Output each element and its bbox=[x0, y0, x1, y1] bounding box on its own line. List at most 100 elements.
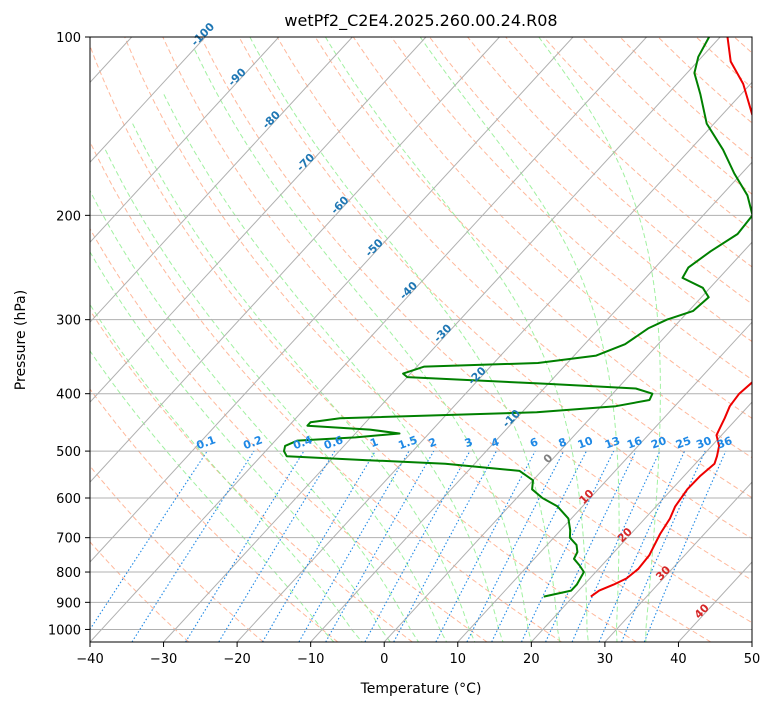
moist-adiabat-line bbox=[132, 123, 476, 642]
plot-frame bbox=[89, 36, 753, 643]
x-tick-label: −10 bbox=[297, 652, 324, 667]
isotherms bbox=[90, 37, 752, 642]
mixing-ratio-label: 0.1 bbox=[195, 433, 218, 452]
mixing-ratio-line bbox=[364, 450, 471, 642]
x-tick-label: 20 bbox=[523, 652, 540, 667]
x-tick-label: 0 bbox=[380, 652, 388, 667]
y-tick-label: 700 bbox=[56, 532, 81, 547]
dry-adiabat-line bbox=[90, 140, 562, 642]
x-axis-label: Temperature (°C) bbox=[360, 681, 482, 697]
x-tick-label: 30 bbox=[597, 652, 614, 667]
dry-adiabat-line bbox=[200, 37, 752, 581]
dry-adiabat-line bbox=[90, 541, 190, 642]
mixing-ratio-label: 25 bbox=[674, 434, 693, 451]
moist-adiabat-line bbox=[324, 37, 589, 642]
x-tick-label: −30 bbox=[150, 652, 177, 667]
y-tick-label: 1000 bbox=[48, 623, 81, 638]
dry-adiabat-line bbox=[90, 44, 637, 642]
mixing-ratio-label: 6 bbox=[528, 435, 540, 450]
mixing-ratio-line bbox=[571, 450, 661, 642]
mixing-ratio-label: 13 bbox=[603, 434, 622, 451]
moist-adiabat-line bbox=[538, 37, 661, 642]
x-tick-label: −20 bbox=[223, 652, 250, 667]
mixing-ratio-line bbox=[218, 450, 336, 642]
dry-adiabat-line bbox=[238, 37, 752, 540]
dry-adiabat-line bbox=[90, 309, 413, 642]
isotherm-line bbox=[90, 37, 206, 164]
dry-adiabat-line bbox=[90, 465, 264, 642]
y-tick-label: 400 bbox=[56, 388, 81, 403]
x-tick-label: 10 bbox=[450, 652, 467, 667]
moist-adiabat-line bbox=[249, 37, 561, 642]
mixing-ratio-label: 1 bbox=[368, 435, 380, 450]
x-tick-label: 40 bbox=[670, 652, 687, 667]
mixing-ratio-lines bbox=[90, 450, 727, 642]
dry-adiabat-line bbox=[162, 37, 752, 624]
y-tick-label: 100 bbox=[56, 31, 81, 46]
mixing-ratio-line bbox=[466, 450, 565, 642]
y-tick-label: 200 bbox=[56, 209, 81, 224]
mixing-ratio-line bbox=[262, 450, 376, 642]
moist-adiabat-line bbox=[104, 149, 448, 642]
moist-adiabat-line bbox=[194, 49, 532, 642]
y-tick-label: 600 bbox=[56, 492, 81, 507]
y-tick-label: 500 bbox=[56, 445, 81, 460]
dry-adiabat-line bbox=[124, 37, 712, 642]
moist-adiabat-line bbox=[90, 189, 419, 642]
dry-adiabats bbox=[90, 37, 752, 642]
isotherm-line bbox=[457, 321, 752, 642]
plot-area bbox=[90, 37, 752, 642]
dry-adiabat-line bbox=[467, 37, 752, 305]
isotherm-line bbox=[236, 81, 752, 642]
mixing-ratio-line bbox=[298, 450, 410, 642]
y-tick-label: 300 bbox=[56, 314, 81, 329]
mixing-ratio-label: 4 bbox=[489, 435, 501, 450]
temperature-line bbox=[590, 37, 752, 598]
mixing-ratio-label: 0.6 bbox=[322, 433, 345, 452]
x-axis-ticks: −40 −30 −20 −10 0 10 20 30 40 50 bbox=[76, 642, 760, 667]
y-axis-label: Pressure (hPa) bbox=[13, 290, 29, 390]
mixing-ratio-line bbox=[325, 450, 435, 642]
isotherm-line bbox=[163, 37, 721, 642]
moist-adiabats bbox=[90, 37, 661, 642]
mixing-ratio-line bbox=[90, 450, 208, 631]
moist-adiabat-line bbox=[90, 303, 363, 642]
isotherm-line bbox=[90, 37, 427, 403]
mixing-ratio-label: 0.2 bbox=[241, 433, 264, 452]
moist-adiabat-line bbox=[163, 94, 504, 642]
mixing-ratio-label: 1.5 bbox=[396, 433, 419, 452]
isotherm-line bbox=[310, 161, 752, 642]
mixing-ratio-labels: 0.1 0.2 0.4 0.6 1 1.5 2 3 4 6 8 10 13 16 20 25 30 36 bbox=[195, 433, 735, 452]
dry-adiabat-line bbox=[90, 227, 488, 642]
mixing-ratio-line bbox=[131, 450, 255, 642]
dry-adiabat-line bbox=[390, 37, 752, 381]
mixing-ratio-label: 30 bbox=[694, 434, 713, 452]
y-tick-label: 900 bbox=[56, 596, 81, 611]
mixing-ratio-label: 0.4 bbox=[291, 433, 314, 452]
mixing-ratio-line bbox=[545, 450, 637, 642]
isotherm-line bbox=[90, 37, 280, 243]
isotherm-line bbox=[604, 481, 752, 642]
chart-title: wetPf2_C2E4.2025.260.00.24.R08 bbox=[284, 11, 557, 31]
y-axis-ticks: 100 200 300 400 500 600 700 800 900 1000 bbox=[48, 31, 90, 638]
x-tick-label: 50 bbox=[744, 652, 761, 667]
isotherm-line bbox=[530, 401, 752, 642]
x-tick-label: −40 bbox=[76, 652, 103, 667]
isotherm-line bbox=[383, 241, 752, 642]
sounding-series bbox=[283, 37, 752, 598]
isotherm-line bbox=[90, 37, 574, 563]
dry-adiabat-line bbox=[276, 37, 752, 499]
mixing-ratio-line bbox=[393, 450, 497, 642]
isotherm-line bbox=[90, 37, 647, 642]
mixing-ratio-label: 20 bbox=[649, 434, 668, 452]
moist-adiabat-line bbox=[90, 250, 391, 642]
mixing-ratio-label: 16 bbox=[625, 434, 644, 452]
mixing-ratio-line bbox=[643, 450, 727, 642]
isotherm-line bbox=[90, 37, 500, 483]
mixing-ratio-line bbox=[520, 450, 615, 642]
y-tick-label: 800 bbox=[56, 566, 81, 581]
mixing-ratio-label: 36 bbox=[715, 434, 734, 452]
dry-adiabat-line bbox=[352, 37, 752, 419]
